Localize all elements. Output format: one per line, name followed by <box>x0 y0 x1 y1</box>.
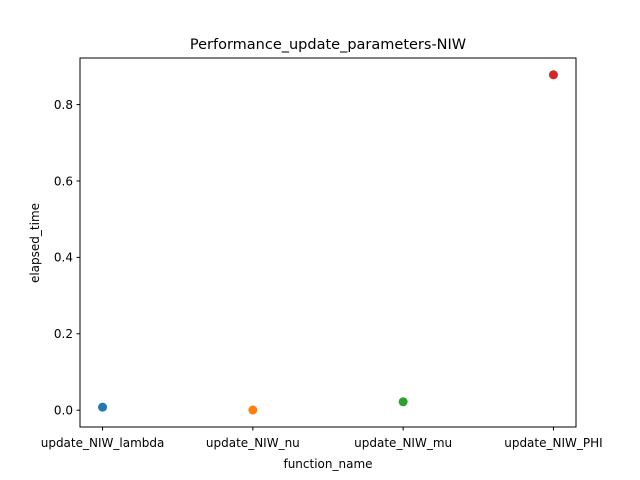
x-tick-label: update_NIW_nu <box>206 436 300 450</box>
x-tick-label: update_NIW_mu <box>354 436 452 450</box>
y-tick-label: 0.6 <box>54 174 73 188</box>
data-point-update_NIW_PHI <box>548 70 558 80</box>
data-point-update_NIW_lambda <box>98 402 108 412</box>
plot-area-frame <box>79 57 577 428</box>
y-tick-label: 0.2 <box>54 327 73 341</box>
data-point-update_NIW_mu <box>398 397 408 407</box>
y-tick-label: 0.4 <box>54 251 73 265</box>
x-axis-label: function_name <box>283 457 372 471</box>
y-tick-label: 0.0 <box>54 403 73 417</box>
x-axis: update_NIW_lambda update_NIW_nu update_NIW… <box>41 427 603 450</box>
data-points <box>98 70 558 415</box>
y-axis-label: elapsed_time <box>28 203 42 283</box>
data-point-update_NIW_nu <box>248 405 258 415</box>
x-tick-label: update_NIW_lambda <box>41 436 165 450</box>
y-tick-label: 0.8 <box>54 98 73 112</box>
x-tick-label: update_NIW_PHI <box>504 436 602 450</box>
y-axis: 0.0 0.2 0.4 0.6 0.8 <box>54 98 80 417</box>
chart-title: Performance_update_parameters-NIW <box>190 37 466 53</box>
